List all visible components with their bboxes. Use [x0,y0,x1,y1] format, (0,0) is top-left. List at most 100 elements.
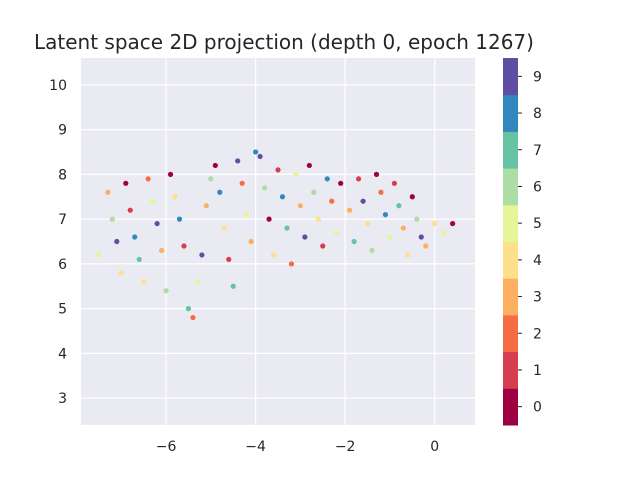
colorbar-segment [503,58,518,96]
colorbar-label: 5 [533,216,542,232]
colorbar-segment [503,241,518,279]
data-point [145,176,151,182]
colorbar-segment [503,131,518,169]
y-tick-label: 4 [58,346,67,362]
data-point [150,198,156,204]
colorbar-segment [503,351,518,389]
chart-title: Latent space 2D projection (depth 0, epo… [34,30,534,54]
colorbar-segment [503,168,518,206]
data-point [253,149,259,155]
data-point [190,314,196,321]
data-point [261,185,268,191]
data-point [172,194,178,200]
data-point [306,162,312,169]
data-point [203,203,209,209]
data-point [382,212,389,218]
data-point [114,238,120,245]
x-tick-label: 0 [430,439,439,455]
y-tick-label: 3 [58,391,67,407]
colorbar-segment [503,388,518,426]
data-point [199,252,205,258]
y-tick-label: 7 [58,212,67,228]
data-point [270,252,277,258]
data-point [212,162,218,169]
data-point [293,171,299,177]
colorbar-segment [503,314,518,353]
data-point [432,220,438,227]
data-point [378,189,384,195]
data-point [123,180,129,186]
data-point [176,216,183,222]
data-point [333,229,339,236]
data-point [423,243,429,249]
x-tick-label: −6 [156,439,177,455]
colorbar-label: 2 [533,326,542,342]
data-point [347,207,353,213]
data-point [396,203,402,209]
data-point [158,247,165,254]
data-point [409,194,415,200]
data-point [105,189,111,195]
y-tick-label: 9 [58,123,67,139]
data-point [194,279,201,285]
data-point [163,288,169,294]
data-point [235,158,241,164]
data-point [127,207,133,213]
y-tick-label: 6 [58,257,67,273]
colorbar-segment [503,278,518,316]
data-point [324,176,330,182]
data-point [248,238,254,245]
plot-area [81,58,475,425]
x-axis-ticks: −6 −4 −2 0 [156,439,439,455]
colorbar-label: 4 [533,253,542,269]
data-point [279,194,286,200]
colorbar: 0 1 2 3 4 5 6 7 8 9 [503,58,542,426]
data-point [181,243,187,249]
data-point [414,216,420,222]
colorbar-label: 1 [533,363,542,379]
x-tick-label: −2 [335,439,356,455]
data-point [109,216,115,222]
data-point [141,279,147,285]
data-point [154,220,160,227]
data-point [441,229,447,236]
colorbar-label: 9 [533,69,542,85]
colorbar-segment [503,204,518,242]
data-point [373,171,380,177]
data-point [118,270,124,276]
data-points [96,149,456,321]
y-tick-label: 8 [58,167,67,183]
data-point [284,225,290,231]
colorbar-label: 3 [533,290,542,306]
data-point [297,203,303,209]
data-point [369,247,375,254]
data-point [266,216,272,222]
data-point [405,252,411,258]
data-point [230,283,236,289]
data-point [226,256,232,263]
data-point [185,306,192,312]
data-point [320,243,326,249]
colorbar-label: 0 [533,400,542,416]
data-point [418,234,424,240]
data-point [311,189,317,195]
colorbar-label: 7 [533,143,542,159]
data-point [351,238,357,245]
data-point [364,220,371,227]
data-point [217,189,223,195]
data-point [257,153,263,160]
y-axis-ticks: 3 4 5 6 7 8 9 10 [49,78,67,407]
data-point [221,225,227,231]
data-point [387,234,393,240]
data-point [244,212,250,218]
data-point [302,234,308,240]
data-point [360,198,366,204]
y-tick-label: 5 [58,302,67,318]
data-point [167,171,174,177]
data-point [329,198,335,204]
colorbar-label: 8 [533,106,542,122]
colorbar-segment [503,94,518,132]
data-point [450,220,456,227]
colorbar-label: 6 [533,179,542,195]
